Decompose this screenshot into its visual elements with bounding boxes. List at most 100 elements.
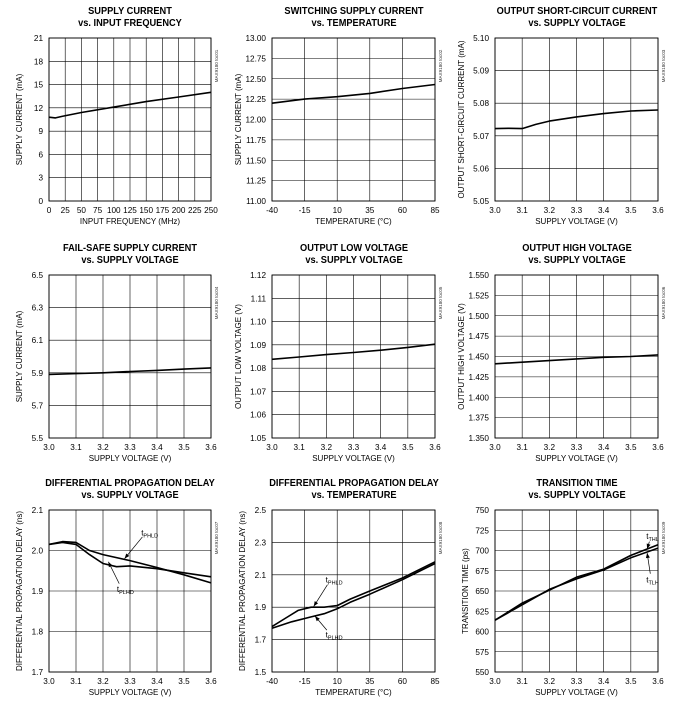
- x-axis-label: SUPPLY VOLTAGE (V): [89, 454, 172, 463]
- chart-subtitle-line: vs. SUPPLY VOLTAGE: [527, 17, 626, 29]
- chart-subtitle-line: vs. SUPPLY VOLTAGE: [81, 489, 179, 501]
- y-tick-label: 1.09: [250, 341, 266, 350]
- y-tick-label: 5.9: [32, 369, 44, 378]
- plot-frame: [48, 37, 212, 202]
- x-tick-label: 3.1: [516, 443, 528, 452]
- series-line-1: [494, 544, 659, 621]
- y-axis-label: OUTPUT HIGH VOLTAGE (V): [457, 303, 466, 410]
- y-tick-label: 11.75: [246, 136, 266, 145]
- y-tick-label: 2.1: [255, 571, 267, 580]
- chart-subtitle-line: vs. SUPPLY VOLTAGE: [304, 254, 403, 266]
- x-tick-label: 75: [93, 206, 103, 215]
- annotation-arrowhead: [645, 552, 650, 559]
- y-tick-label: 1.08: [250, 364, 266, 373]
- y-tick-label: 2.0: [32, 547, 44, 556]
- annotation-label: tTLH: [646, 576, 659, 587]
- figure-code: MAX9180 toc05: [438, 286, 443, 319]
- x-tick-label: 225: [188, 206, 202, 215]
- x-tick-label: 3.6: [205, 677, 217, 686]
- chart-title: SWITCHING SUPPLY CURRENT vs. TEMPERATURE: [252, 5, 454, 29]
- chart-3: 3.0 3.1 3.2 3.3 3.4 3.5 3.6 5.05 5.06 5.07 5.08 5.0…: [457, 34, 666, 226]
- chart-title: TRANSITION TIME vs. SUPPLY VOLTAGE: [475, 477, 677, 501]
- chart-8: -40 -15 10 35 60 85 1.5 1.7 1.9 2.1 2.3 2.5 TEMPERAT…: [238, 506, 443, 697]
- y-axis-label: DIFFERENTIAL PROPAGATION DELAY (ns): [238, 511, 247, 671]
- x-tick-label: 25: [61, 206, 71, 215]
- chart-title-line: DIFFERENTIAL PROPAGATION DELAY: [45, 477, 215, 489]
- x-axis-label: TEMPERATURE (°C): [315, 217, 392, 226]
- y-tick-label: 11.50: [246, 156, 266, 165]
- plot-frame: [271, 274, 436, 439]
- y-tick-label: 5.06: [473, 164, 489, 173]
- figure-code: MAX9180 toc09: [661, 521, 666, 554]
- chart-title-line: OUTPUT LOW VOLTAGE: [299, 242, 408, 254]
- annotation-label: tPLHD: [326, 631, 343, 642]
- chart-9: 3.0 3.1 3.2 3.3 3.4 3.5 3.6 550 575 600 625 650 675 7…: [461, 506, 666, 697]
- x-tick-label: 3.4: [598, 443, 610, 452]
- y-tick-label: 11.00: [246, 197, 266, 206]
- chart-subtitle-line: vs. SUPPLY VOLTAGE: [527, 254, 626, 266]
- figure-code: MAX9180 toc07: [214, 521, 219, 554]
- plot-frame: [494, 274, 659, 439]
- x-tick-label: 85: [430, 206, 440, 215]
- series-line-1: [271, 343, 436, 361]
- y-tick-label: 5.07: [473, 132, 489, 141]
- y-axis-label: TRANSITION TIME (ps): [461, 548, 470, 634]
- y-axis-label: OUTPUT SHORT-CIRCUIT CURRENT (mA): [457, 40, 466, 198]
- x-tick-label: 3.5: [625, 677, 637, 686]
- x-tick-label: 3.3: [571, 443, 583, 452]
- x-tick-label: 3.0: [489, 206, 501, 215]
- annotation-label: tPHLD: [326, 576, 343, 587]
- chart-7: 3.0 3.1 3.2 3.3 3.4 3.5 3.6 1.7 1.8 1.9 2.0 2.1 SUPP…: [15, 506, 219, 697]
- x-tick-label: 3.6: [205, 443, 217, 452]
- series-line-1: [48, 91, 212, 119]
- y-tick-label: 1.12: [250, 271, 266, 280]
- x-tick-label: 200: [172, 206, 186, 215]
- x-tick-label: 3.4: [598, 206, 610, 215]
- x-tick-label: 3.0: [43, 677, 55, 686]
- x-tick-label: 3.0: [43, 443, 55, 452]
- y-axis-label: DIFFERENTIAL PROPAGATION DELAY (ns): [15, 511, 24, 671]
- y-tick-label: 1.5: [255, 668, 267, 677]
- x-tick-label: 3.1: [516, 677, 528, 686]
- x-tick-label: 35: [365, 677, 375, 686]
- figure-code: MAX9180 toc02: [438, 49, 443, 82]
- chart-title-line: TRANSITION TIME: [535, 477, 618, 489]
- y-tick-label: 1.9: [32, 587, 44, 596]
- y-tick-label: 13.00: [246, 34, 267, 43]
- y-tick-label: 12.25: [246, 95, 267, 104]
- x-tick-label: 3.6: [652, 206, 664, 215]
- chart-title: OUTPUT SHORT-CIRCUIT CURRENT vs. SUPPLY V…: [475, 5, 677, 29]
- x-tick-label: 3.3: [571, 206, 583, 215]
- y-tick-label: 5.05: [473, 197, 489, 206]
- x-tick-label: 3.0: [266, 443, 278, 452]
- chart-title: DIFFERENTIAL PROPAGATION DELAY vs. SUPPLY…: [29, 477, 231, 501]
- x-tick-label: 3.6: [652, 677, 664, 686]
- series-line-1: [48, 540, 212, 584]
- plot-frame: [271, 509, 436, 673]
- x-tick-label: 3.0: [489, 443, 501, 452]
- x-tick-label: -15: [299, 206, 311, 215]
- y-tick-label: 625: [475, 607, 489, 616]
- chart-4: 3.0 3.1 3.2 3.3 3.4 3.5 3.6 5.5 5.7 5.9 6.1 6.3 6.5 S…: [15, 271, 219, 463]
- series-line-1: [271, 83, 436, 104]
- chart-title: OUTPUT LOW VOLTAGE vs. SUPPLY VOLTAGE: [252, 242, 454, 266]
- annotation-arrowhead: [124, 553, 130, 559]
- y-tick-label: 1.525: [469, 291, 490, 300]
- y-tick-label: 1.375: [469, 414, 490, 423]
- x-tick-label: 3.4: [151, 677, 163, 686]
- x-tick-label: 3.3: [124, 443, 136, 452]
- y-tick-label: 1.05: [250, 434, 266, 443]
- x-tick-label: 175: [156, 206, 170, 215]
- y-tick-label: 725: [475, 526, 489, 535]
- x-tick-label: 3.0: [489, 677, 501, 686]
- chart-title: OUTPUT HIGH VOLTAGE vs. SUPPLY VOLTAGE: [475, 242, 677, 266]
- y-tick-label: 3: [38, 174, 43, 183]
- figure-code: MAX9180 toc01: [214, 49, 219, 82]
- series-line-1: [494, 354, 659, 365]
- figure-code: MAX9180 toc08: [438, 521, 443, 554]
- x-tick-label: 3.2: [321, 443, 333, 452]
- series-line-2: [494, 547, 659, 621]
- y-tick-label: 1.9: [255, 603, 267, 612]
- y-tick-label: 1.550: [469, 271, 490, 280]
- y-tick-label: 600: [475, 628, 489, 637]
